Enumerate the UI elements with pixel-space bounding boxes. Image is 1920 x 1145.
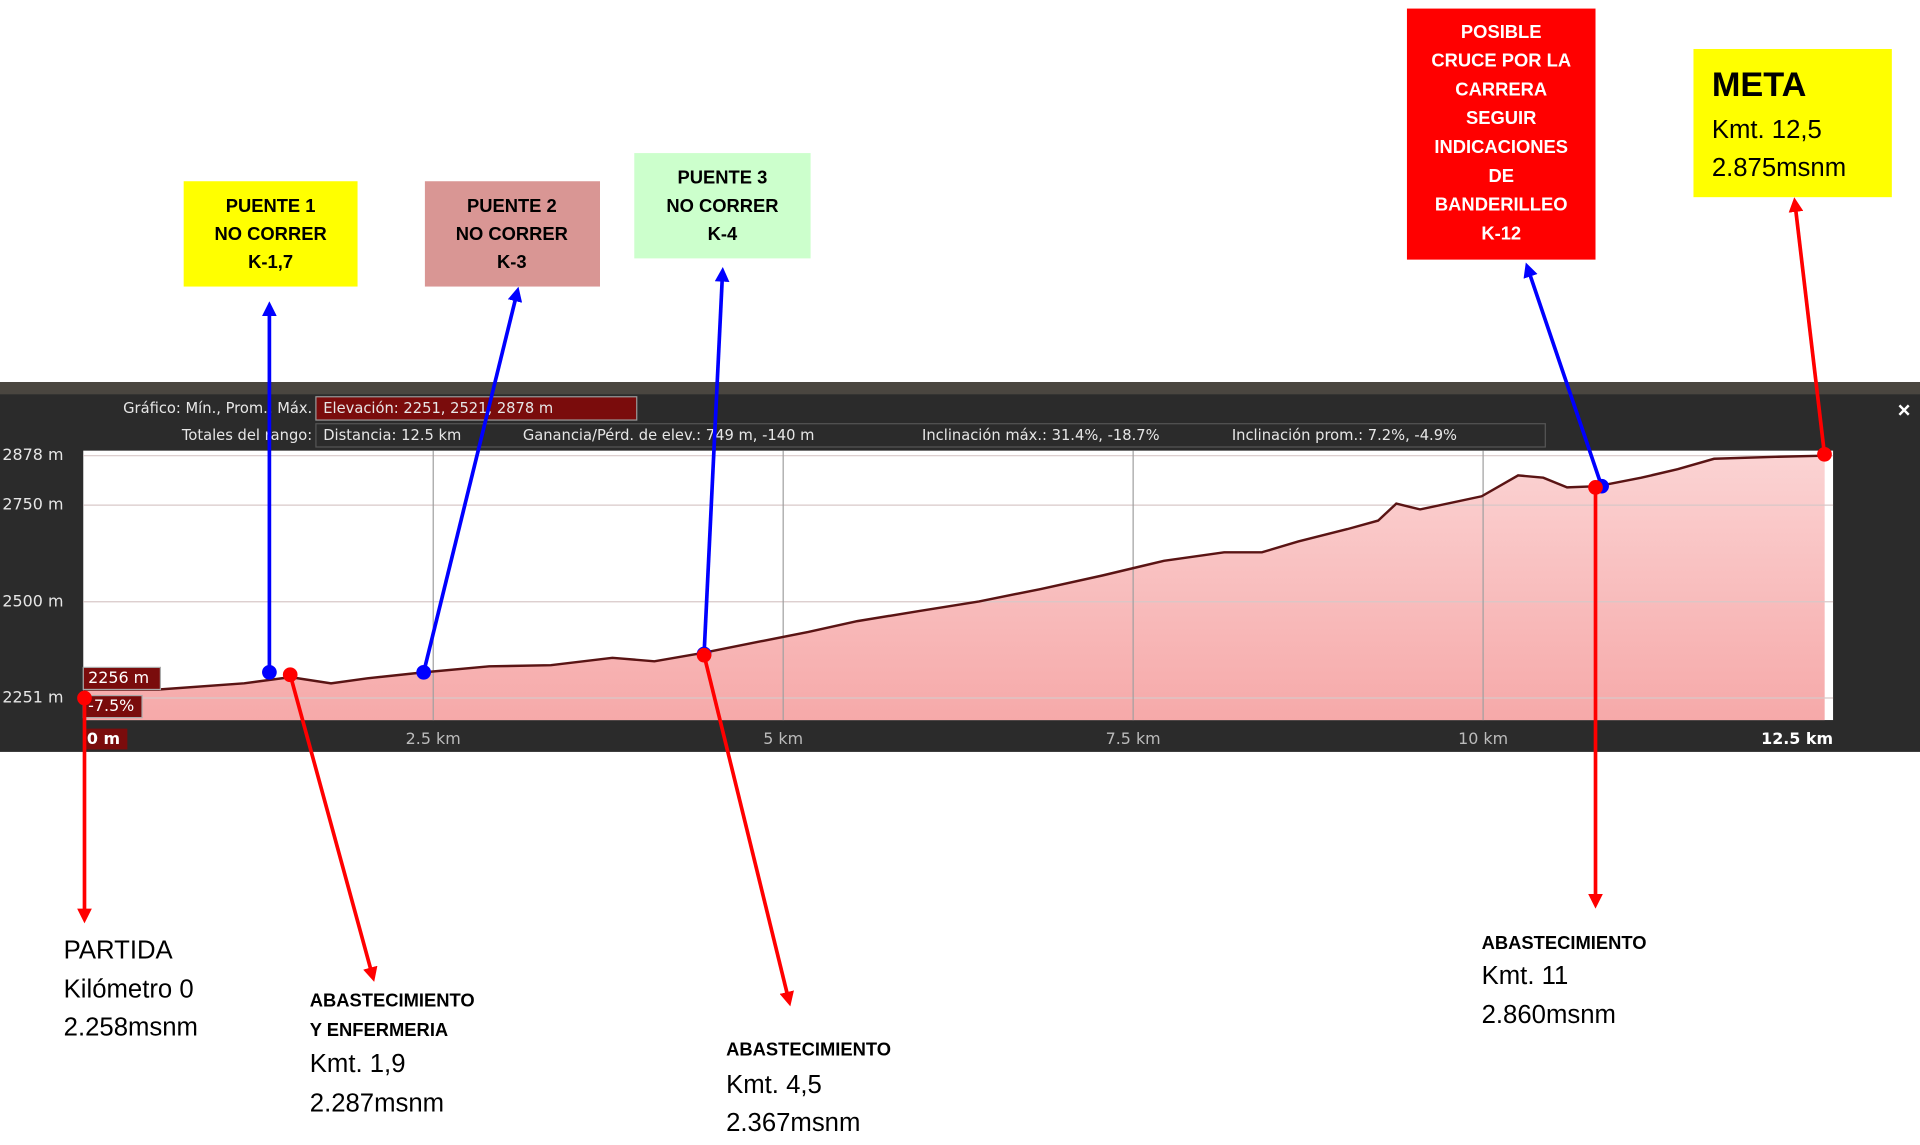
annotation-text: ABASTECIMIENTO bbox=[726, 1039, 891, 1060]
annotation-text: K-12 bbox=[1481, 222, 1521, 243]
annotation-text: 2.860msnm bbox=[1482, 1001, 1616, 1029]
annotation-text: BANDERILLEO bbox=[1435, 194, 1568, 215]
page: Gráfico: Mín., Prom., Máx. Elevación: 22… bbox=[0, 0, 1920, 1145]
annotation-text: DE bbox=[1488, 165, 1514, 186]
annotation-text: PUENTE 3 bbox=[678, 167, 768, 188]
annotation-text: 2.875msnm bbox=[1712, 154, 1846, 182]
max-slope: Inclinación máx.: 31.4%, -18.7% bbox=[922, 427, 1160, 444]
annotation-text: META bbox=[1712, 66, 1807, 104]
annotation-text: 2.258msnm bbox=[64, 1013, 198, 1041]
x-tick-label: 10 km bbox=[1458, 729, 1508, 748]
annotation-text: CARRERA bbox=[1455, 78, 1547, 99]
annotation-dot bbox=[416, 665, 431, 680]
avg-slope: Inclinación prom.: 7.2%, -4.9% bbox=[1232, 427, 1457, 444]
annotation-text: Kmt. 4,5 bbox=[726, 1071, 822, 1099]
y-tick-label: 2500 m bbox=[2, 591, 63, 610]
x-tick-label: 0 m bbox=[87, 729, 120, 748]
annotation-dot bbox=[262, 665, 277, 680]
annotation-text: ABASTECIMIENTO bbox=[310, 990, 475, 1011]
annotation-dot bbox=[1817, 447, 1832, 462]
annotation-text: POSIBLE bbox=[1461, 21, 1542, 42]
x-tick-label: 7.5 km bbox=[1106, 729, 1161, 748]
annotation-text: Kmt. 12,5 bbox=[1712, 116, 1822, 144]
y-tick-label: 2251 m bbox=[2, 688, 63, 707]
annotation-text: NO CORRER bbox=[456, 223, 568, 244]
x-tick-label: 5 km bbox=[763, 729, 803, 748]
annotation-text: Kilómetro 0 bbox=[64, 975, 194, 1003]
chart: Gráfico: Mín., Prom., Máx. Elevación: 22… bbox=[0, 0, 1920, 1145]
annotation-text: PUENTE 1 bbox=[226, 195, 316, 216]
annotation-text: CRUCE POR LA bbox=[1431, 50, 1571, 71]
elevation-stats: Elevación: 2251, 2521, 2878 m bbox=[323, 400, 553, 417]
x-tick-label: 2.5 km bbox=[406, 729, 461, 748]
y-tick-label: 2750 m bbox=[2, 495, 63, 514]
cursor-elevation: 2256 m bbox=[88, 668, 149, 687]
annotation-text: ABASTECIMIENTO bbox=[1482, 932, 1647, 953]
annotation-text: Kmt. 11 bbox=[1482, 962, 1569, 990]
annotation-text: PUENTE 2 bbox=[467, 195, 557, 216]
annotation-text: INDICACIONES bbox=[1434, 136, 1568, 157]
annotation-text: PARTIDA bbox=[64, 936, 174, 964]
annotation-dot bbox=[697, 648, 712, 663]
annotation-text: Y ENFERMERIA bbox=[310, 1019, 448, 1040]
map-strip bbox=[0, 382, 1920, 394]
annotation-text: NO CORRER bbox=[666, 195, 778, 216]
annotation-text: K-4 bbox=[708, 223, 738, 244]
annotation-text: Kmt. 1,9 bbox=[310, 1050, 406, 1078]
distance: Distancia: 12.5 km bbox=[323, 427, 461, 444]
annotation-dot bbox=[77, 691, 92, 706]
summary-label: Gráfico: Mín., Prom., Máx. bbox=[123, 400, 312, 417]
x-tick-label: 12.5 km bbox=[1761, 729, 1833, 748]
annotation-text: K-3 bbox=[497, 251, 527, 272]
annotation-text: SEGUIR bbox=[1466, 107, 1536, 128]
cursor-slope: -7.5% bbox=[88, 696, 134, 715]
annotation-text: 2.287msnm bbox=[310, 1089, 444, 1117]
gain: Ganancia/Pérd. de elev.: 749 m, -140 m bbox=[523, 427, 815, 444]
annotation-text: 2.367msnm bbox=[726, 1109, 860, 1137]
annotation-dot bbox=[1588, 480, 1603, 495]
annotation-text: NO CORRER bbox=[215, 223, 327, 244]
y-tick-label: 2878 m bbox=[2, 445, 63, 464]
close-button[interactable]: × bbox=[1898, 397, 1911, 422]
annotation-text: K-1,7 bbox=[248, 251, 293, 272]
annotation-dot bbox=[283, 667, 298, 682]
range-label: Totales del rango: bbox=[181, 427, 312, 444]
